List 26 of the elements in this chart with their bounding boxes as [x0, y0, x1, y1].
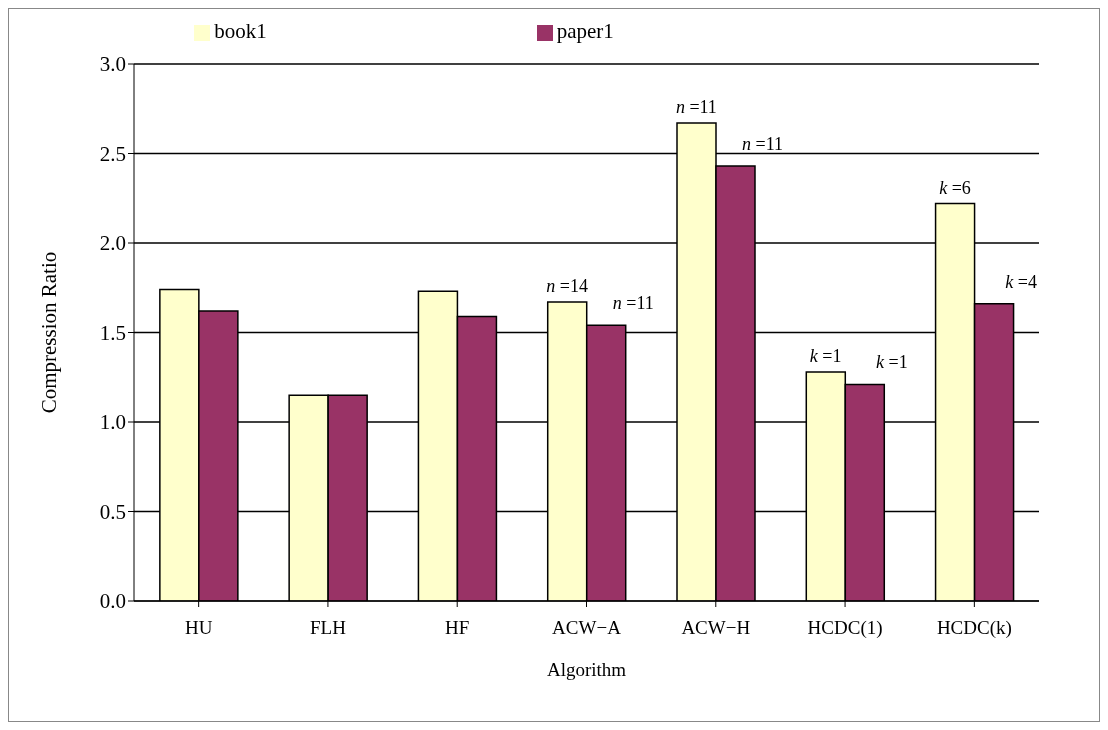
- x-tick-label: HCDC(1): [807, 617, 883, 640]
- annotation: n =11: [742, 134, 784, 155]
- x-tick-label: HU: [184, 617, 213, 639]
- x-tick-label: HCDC(k): [936, 617, 1012, 640]
- x-tick-label: HF: [445, 617, 470, 639]
- annotation: n =14: [546, 276, 588, 297]
- annotation: n =11: [675, 97, 717, 118]
- x-axis-title: Algorithm: [546, 659, 627, 680]
- legend-label: book1: [214, 19, 267, 43]
- annotation: n =11: [612, 293, 654, 314]
- annotation: k =1: [809, 345, 842, 366]
- x-tick-label: FLH: [309, 617, 347, 639]
- y-axis-title: Compression Ratio: [37, 251, 62, 414]
- annotation: k =1: [876, 352, 908, 373]
- y-tick-label: 2.5: [99, 141, 126, 166]
- x-tick-label: ACW−H: [681, 617, 751, 639]
- legend-label: paper1: [556, 19, 614, 43]
- y-tick-label: 3.0: [99, 52, 126, 77]
- y-tick-label: 0.0: [99, 589, 126, 614]
- x-tick-label: ACW−A: [552, 617, 622, 639]
- annotation: k =6: [939, 177, 971, 198]
- annotation: k =4: [1005, 271, 1037, 292]
- y-tick-label: 1.5: [99, 320, 126, 345]
- y-tick-label: 1.0: [99, 410, 126, 435]
- y-tick-label: 0.5: [99, 499, 126, 524]
- y-tick-label: 2.0: [99, 231, 126, 256]
